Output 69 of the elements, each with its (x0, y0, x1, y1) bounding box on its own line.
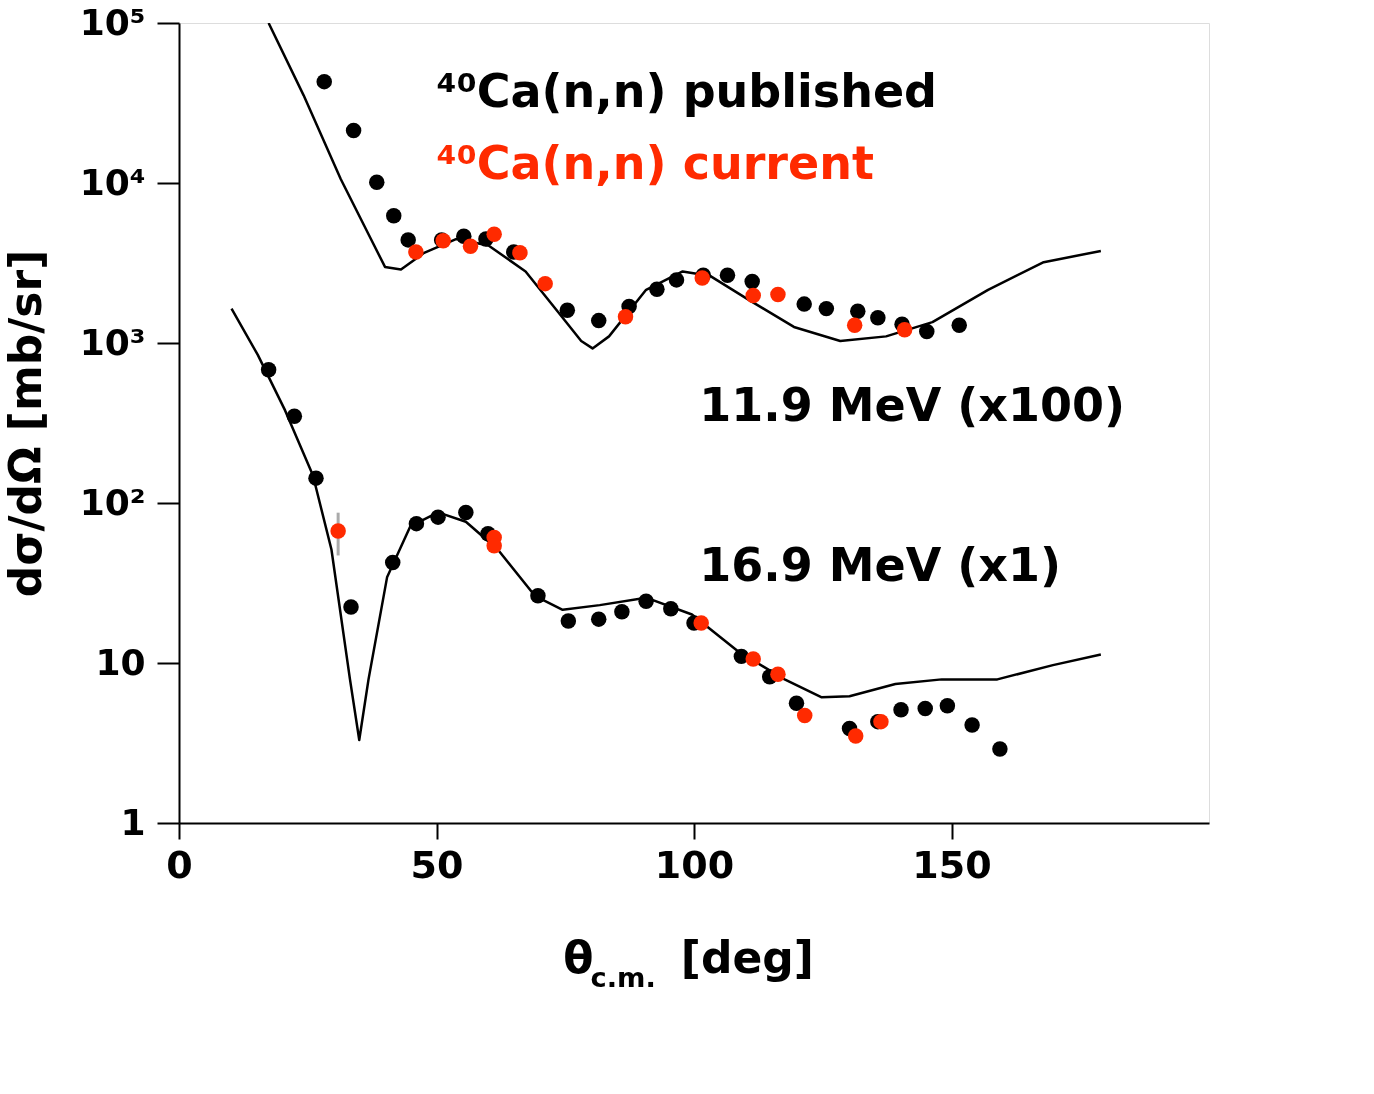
point (796, 707, 813, 724)
annotation: 16.9 MeV (x1) (699, 538, 1061, 592)
point (308, 470, 324, 486)
point (343, 599, 359, 615)
point (917, 700, 933, 717)
y-tick-label: 1 (120, 801, 146, 843)
point (512, 245, 528, 261)
point (744, 273, 760, 290)
point (462, 238, 479, 255)
point (559, 302, 576, 319)
point (345, 122, 362, 139)
point (384, 554, 401, 571)
y-tick-label: 10⁴ (79, 161, 146, 203)
point (408, 244, 424, 260)
point (458, 504, 474, 521)
point (770, 666, 786, 683)
y-axis-title: dσ/dΩ [mb/sr] (0, 249, 51, 598)
point (745, 651, 761, 667)
point (400, 232, 416, 248)
point (818, 300, 835, 317)
point (537, 275, 553, 292)
point (590, 312, 607, 329)
point (530, 588, 546, 604)
point (430, 509, 446, 525)
series-label: ⁴⁰Ca(n,n) current (436, 136, 874, 190)
point (788, 695, 805, 712)
x-tick-label: 150 (912, 842, 992, 887)
point (893, 702, 909, 718)
point (796, 296, 812, 312)
y-tick-label: 10² (79, 481, 146, 523)
point (992, 741, 1008, 757)
x-tick-label: 100 (654, 842, 735, 887)
point (330, 523, 346, 539)
point (638, 593, 654, 610)
point (286, 408, 303, 424)
point (316, 73, 332, 90)
point (486, 226, 502, 243)
point (649, 281, 665, 297)
x-tick-label: 50 (410, 842, 464, 887)
series-label: ⁴⁰Ca(n,n) published (436, 64, 938, 118)
point (896, 322, 913, 338)
point (719, 267, 736, 284)
point (919, 323, 935, 340)
point (951, 317, 967, 334)
point (939, 698, 956, 714)
y-tick-label: 10 (95, 641, 146, 683)
point (386, 208, 402, 224)
point (617, 308, 634, 325)
point (614, 604, 630, 620)
point (408, 515, 425, 532)
line-series (267, 23, 1103, 350)
point (663, 601, 679, 617)
annotation: 11.9 MeV (x100) (699, 378, 1125, 432)
point (668, 272, 685, 288)
point (369, 174, 385, 191)
point (745, 287, 761, 304)
point (870, 309, 886, 326)
point (590, 611, 607, 627)
point (850, 303, 866, 319)
point (770, 286, 786, 303)
point (964, 717, 980, 733)
point (693, 615, 709, 631)
point (560, 613, 577, 629)
y-tick-label: 10⁵ (79, 1, 146, 43)
x-tick-label: 0 (166, 842, 193, 887)
point (846, 317, 863, 334)
y-tick-label: 10³ (79, 321, 146, 363)
point (847, 728, 864, 744)
point (260, 361, 277, 378)
